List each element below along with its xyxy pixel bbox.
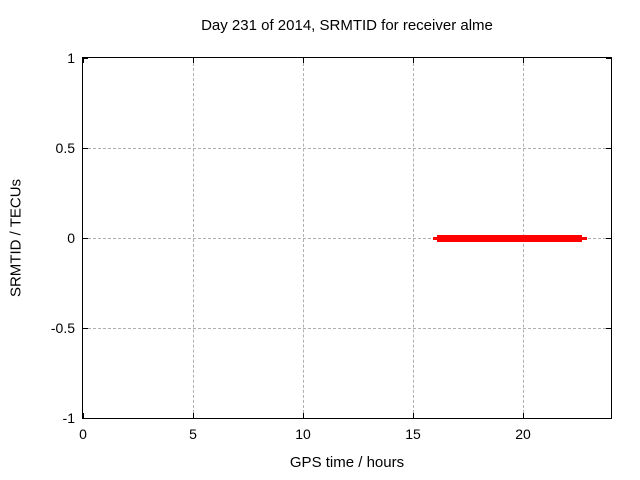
x-tick-mark-top: [523, 58, 524, 63]
x-tick-mark-top: [83, 58, 84, 63]
x-tick-label: 0: [79, 426, 87, 442]
plot-area: 0 5 10 15 20 -1 -0.5 0 0.5 1: [51, 50, 612, 442]
x-tick-label: 10: [295, 426, 311, 442]
y-tick-label: 0: [67, 230, 75, 246]
x-axis-label: GPS time / hours: [289, 454, 405, 471]
x-tick-mark-bottom: [83, 413, 84, 418]
x-tick-mark-bottom: [193, 413, 194, 418]
x-tick-label: 15: [405, 426, 421, 442]
y-tick-label: -1: [62, 410, 75, 426]
y-tick-label: 0.5: [55, 140, 75, 156]
y-axis-label: SRMTID / TECUs: [7, 178, 25, 298]
y-tick-mark-right: [606, 328, 611, 329]
y-tick-mark-left: [83, 58, 88, 59]
x-tick-mark-bottom: [303, 413, 304, 418]
y-tick-mark-left: [83, 328, 88, 329]
y-tick-mark-right: [606, 238, 611, 239]
x-tick-mark-top: [303, 58, 304, 63]
x-tick-label: 20: [515, 426, 531, 442]
y-gridline: [83, 148, 611, 149]
srmtid-line: [437, 235, 583, 242]
y-tick-mark-right: [606, 148, 611, 149]
y-tick-label: -0.5: [50, 320, 75, 336]
x-tick-mark-bottom: [413, 413, 414, 418]
y-tick-mark-left: [83, 148, 88, 149]
y-tick-mark-right: [606, 58, 611, 59]
y-tick-mark-right: [606, 418, 611, 419]
y-tick-label: 1: [67, 50, 75, 66]
y-tick-mark-left: [83, 418, 88, 419]
y-gridline: [83, 238, 611, 239]
x-tick-label: 5: [189, 426, 197, 442]
x-tick-mark-top: [193, 58, 194, 63]
y-gridline: [83, 328, 611, 329]
x-tick-mark-top: [413, 58, 414, 63]
x-tick-mark-bottom: [523, 413, 524, 418]
chart-title: Day 231 of 2014, SRMTID for receiver alm…: [201, 17, 493, 34]
y-tick-mark-left: [83, 238, 88, 239]
